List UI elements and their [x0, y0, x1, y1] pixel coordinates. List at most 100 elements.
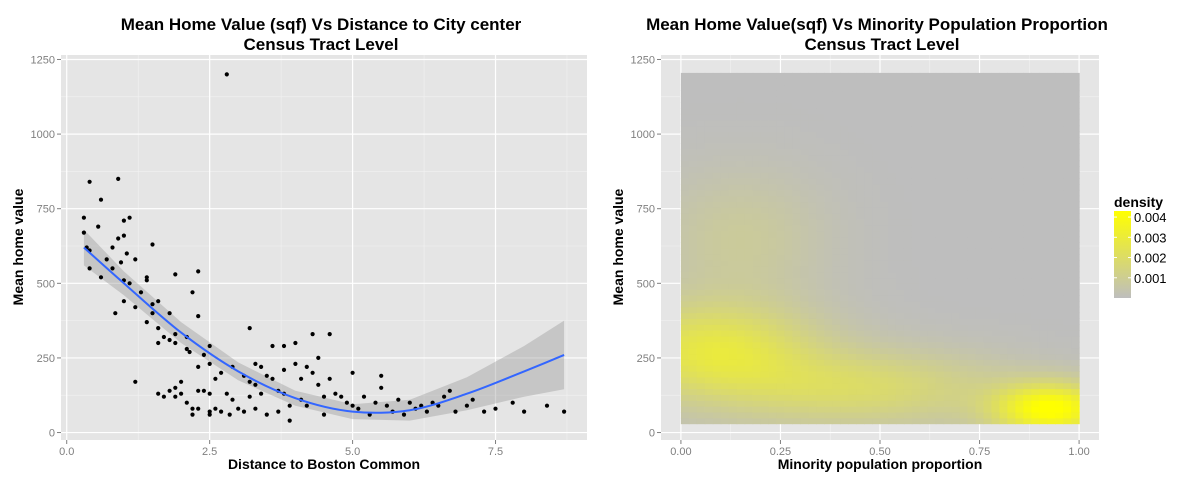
density-cell: [903, 382, 913, 390]
density-cell: [800, 324, 809, 331]
density-cell: [696, 119, 706, 127]
density-cell: [856, 341, 865, 349]
density-cell: [776, 376, 786, 384]
density-cell: [704, 78, 714, 86]
density-cell: [712, 125, 722, 132]
density-cell: [919, 84, 929, 92]
density-cell: [688, 154, 698, 162]
density-cell: [1023, 125, 1032, 132]
density-cell: [1023, 102, 1032, 109]
density-cell: [1071, 382, 1080, 390]
density-cell: [864, 160, 873, 168]
density-cell: [975, 84, 985, 92]
density-cell: [784, 388, 793, 395]
density-cell: [880, 318, 889, 325]
density-cell: [832, 154, 841, 162]
density-cell: [768, 137, 778, 144]
density-cell: [856, 90, 865, 97]
density-cell: [887, 72, 897, 80]
density-cell: [911, 382, 921, 390]
density-cell: [776, 324, 786, 331]
density-cell: [1015, 207, 1024, 214]
density-cell: [824, 335, 833, 343]
density-cell: [792, 178, 801, 185]
density-cell: [991, 382, 1001, 390]
density-cell: [927, 172, 937, 179]
density-cell: [903, 107, 913, 115]
density-cell: [840, 324, 849, 331]
density-cell: [848, 335, 857, 343]
density-cell: [1039, 277, 1048, 284]
density-cell: [1055, 277, 1064, 284]
density-cell: [856, 318, 865, 325]
density-cell: [824, 271, 833, 279]
scatter-point: [401, 412, 407, 417]
density-cell: [935, 107, 945, 115]
density-cell: [1047, 236, 1056, 243]
density-cell: [1055, 417, 1064, 425]
density-cell: [1023, 90, 1032, 97]
density-cell: [1015, 143, 1024, 150]
density-cell: [704, 388, 714, 395]
density-cell: [1063, 259, 1072, 267]
density-cell: [991, 318, 1001, 325]
density-cell: [856, 353, 865, 360]
density-cell: [1031, 406, 1040, 413]
density-cell: [967, 137, 977, 144]
density-cell: [736, 300, 746, 308]
density-cell: [808, 154, 817, 162]
density-cell: [840, 201, 849, 208]
density-cell: [864, 365, 873, 372]
density-cell: [959, 394, 969, 401]
density-cell: [1007, 254, 1016, 261]
density-cell: [1063, 400, 1072, 407]
density-cell: [776, 78, 786, 86]
density-cell: [1015, 330, 1024, 337]
density-cell: [744, 213, 754, 220]
density-cell: [1031, 90, 1040, 97]
density-cell: [927, 347, 937, 355]
density-cell: [752, 166, 762, 173]
density-cell: [752, 96, 762, 103]
density-cell: [872, 78, 881, 86]
scatter-y-tick-label: 1250: [31, 54, 55, 66]
density-cell: [1055, 289, 1064, 296]
density-cell: [824, 300, 833, 308]
density-cell: [824, 254, 833, 261]
density-cell: [840, 102, 849, 109]
density-cell: [951, 207, 961, 214]
density-cell: [864, 312, 873, 319]
density-cell: [927, 195, 937, 203]
density-cell: [911, 154, 921, 162]
density-cell: [824, 119, 833, 127]
scatter-point: [167, 311, 172, 316]
density-cell: [1039, 125, 1048, 132]
density-cell: [792, 84, 801, 92]
density-cell: [736, 376, 746, 384]
density-cell: [1015, 306, 1024, 314]
density-cell: [800, 113, 809, 121]
density-cell: [975, 242, 985, 249]
density-cell: [975, 236, 985, 243]
legend-label: 0.002: [1134, 251, 1167, 266]
density-cell: [1071, 312, 1080, 319]
density-cell: [903, 172, 913, 179]
density-cell: [1063, 265, 1072, 273]
density-cell: [895, 324, 905, 331]
scatter-point: [207, 343, 212, 349]
density-cell: [919, 219, 929, 226]
density-cell: [728, 359, 738, 366]
scatter-point: [356, 406, 361, 411]
density-cell: [744, 388, 754, 395]
density-cell: [880, 166, 889, 173]
density-cell: [1055, 90, 1064, 97]
density-cell: [808, 172, 817, 179]
density-cell: [1063, 277, 1072, 284]
density-cell: [1071, 119, 1080, 127]
density-cell: [895, 119, 905, 127]
density-cell: [728, 295, 738, 302]
density-cell: [688, 201, 698, 208]
density-cell: [808, 219, 817, 226]
density-cell: [880, 189, 889, 197]
